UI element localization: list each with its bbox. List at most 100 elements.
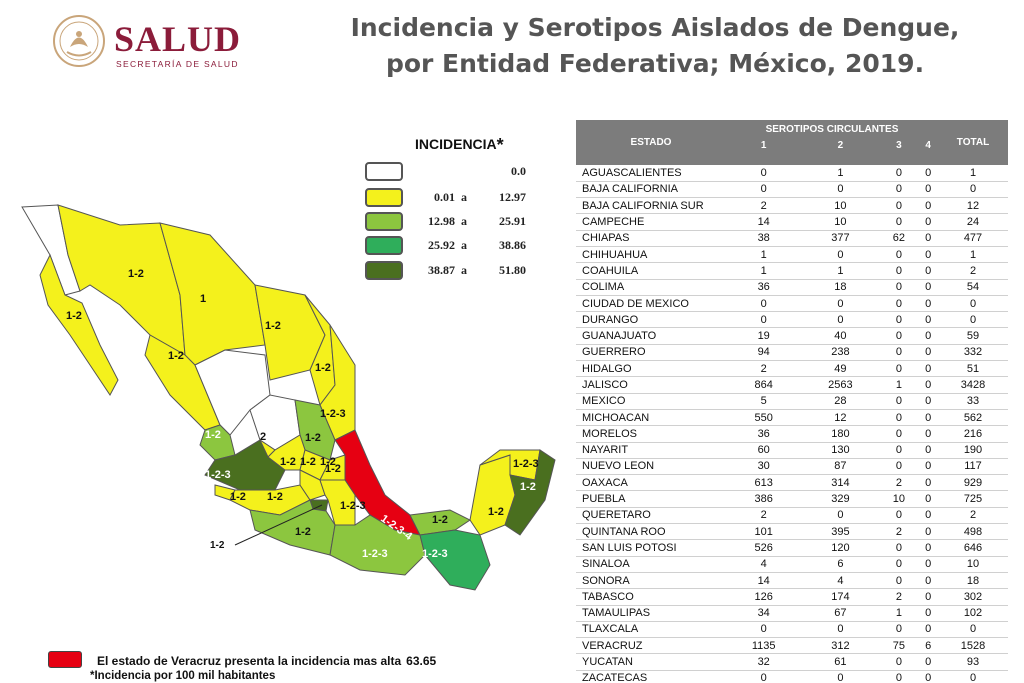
value-cell: 5 xyxy=(726,393,802,410)
value-cell: 1 xyxy=(879,376,919,394)
value-cell: 75 xyxy=(879,637,919,655)
value-cell: 0 xyxy=(726,311,802,329)
mexico-incidence-map: 1-211-21-21-21-21-2-31-2 2 1-21-2-31-2 1-21… xyxy=(21,204,556,591)
value-cell: 1 xyxy=(938,165,1008,182)
value-cell: 10 xyxy=(801,197,880,215)
state-tabasco xyxy=(409,509,471,536)
map-serotype-label: 1-2-3 xyxy=(422,548,448,560)
page-title: Incidencia y Serotipos Aislados de Dengu… xyxy=(290,10,1020,82)
legend-title: INCIDENCIA* xyxy=(415,135,504,155)
map-serotype-label: 1-2 xyxy=(205,429,221,441)
value-cell: 0 xyxy=(938,311,1008,329)
value-cell: 0 xyxy=(918,295,938,313)
map-serotype-label: 1-2 xyxy=(520,481,536,493)
map-serotype-label: 1-2 xyxy=(325,463,341,475)
map-serotype-label: 1 xyxy=(200,293,206,305)
value-cell: 929 xyxy=(938,474,1008,492)
value-cell: 0 xyxy=(918,344,938,362)
value-cell: 14 xyxy=(726,572,802,590)
value-cell: 93 xyxy=(938,653,1008,671)
value-cell: 33 xyxy=(938,393,1008,410)
table-row: HIDALGO 2 49 0 0 51 xyxy=(576,360,1008,378)
map-serotype-label: 1-2 xyxy=(320,456,336,468)
value-cell: 54 xyxy=(938,279,1008,296)
value-cell: 0 xyxy=(726,621,802,639)
table-row: JALISCO 864 2563 1 0 3428 xyxy=(576,376,1008,394)
state-name-cell: TABASCO xyxy=(576,588,726,606)
value-cell: 0 xyxy=(918,360,938,378)
value-cell: 3428 xyxy=(938,376,1008,394)
value-cell: 0 xyxy=(918,539,938,557)
table-row: SAN LUIS POTOSI 526 120 0 0 646 xyxy=(576,539,1008,557)
table-row: DURANGO 0 0 0 0 0 xyxy=(576,311,1008,329)
state-name-cell: OAXACA xyxy=(576,474,726,492)
value-cell: 12 xyxy=(938,197,1008,215)
state-name-cell: TLAXCALA xyxy=(576,621,726,639)
value-cell: 0 xyxy=(918,572,938,590)
value-cell: 386 xyxy=(726,490,802,508)
map-serotype-label: 1-2 xyxy=(488,506,504,518)
value-cell: 61 xyxy=(801,653,880,671)
value-cell: 0 xyxy=(918,605,938,622)
col-header-serotipo: 2 xyxy=(801,138,880,152)
value-cell: 329 xyxy=(801,490,880,508)
legend-from: 0.01 xyxy=(434,190,455,204)
table-row: SONORA 14 4 0 0 18 xyxy=(576,572,1008,590)
value-cell: 613 xyxy=(726,474,802,492)
value-cell: 2 xyxy=(726,360,802,378)
value-cell: 0 xyxy=(879,556,919,573)
map-serotype-label: 1-2-3 xyxy=(205,469,231,481)
state-name-cell: AGUASCALIENTES xyxy=(576,165,726,182)
state-name-cell: MICHOACAN xyxy=(576,409,726,427)
value-cell: 0 xyxy=(918,393,938,410)
table-row: MICHOACAN 550 12 0 0 562 xyxy=(576,409,1008,427)
value-cell: 1528 xyxy=(938,637,1008,655)
value-cell: 0 xyxy=(879,295,919,313)
value-cell: 2 xyxy=(726,507,802,525)
value-cell: 67 xyxy=(801,605,880,622)
value-cell: 0 xyxy=(918,311,938,329)
table-row: BAJA CALIFORNIA SUR 2 10 0 0 12 xyxy=(576,197,1008,215)
map-serotype-label: 1-2-3 xyxy=(513,458,539,470)
value-cell: 0 xyxy=(879,246,919,264)
value-cell: 94 xyxy=(726,344,802,362)
state-name-cell: SONORA xyxy=(576,572,726,590)
state-chiapas xyxy=(419,529,491,591)
state-name-cell: CIUDAD DE MEXICO xyxy=(576,295,726,313)
value-cell: 0 xyxy=(918,213,938,231)
value-cell: 0 xyxy=(726,165,802,182)
col-header-total: TOTAL xyxy=(938,120,1008,165)
value-cell: 12 xyxy=(801,409,880,427)
value-cell: 2563 xyxy=(801,376,880,394)
value-cell: 0 xyxy=(938,621,1008,639)
value-cell: 0 xyxy=(938,295,1008,313)
map-serotype-label: 1-2-3 xyxy=(340,500,366,512)
value-cell: 0 xyxy=(918,458,938,476)
map-serotype-label: 1-2-3 xyxy=(320,408,346,420)
value-cell: 0 xyxy=(879,262,919,280)
value-cell: 49 xyxy=(801,360,880,378)
value-cell: 0 xyxy=(918,197,938,215)
map-serotype-label: 1-2 xyxy=(128,268,144,280)
value-cell: 0 xyxy=(879,621,919,639)
table-row: SINALOA 4 6 0 0 10 xyxy=(576,556,1008,573)
legend-to: 38.86 xyxy=(499,238,526,252)
value-cell: 24 xyxy=(938,213,1008,231)
value-cell: 0 xyxy=(918,230,938,247)
legend-range-2: 12.98 a 25.91 xyxy=(365,212,530,232)
value-cell: 0 xyxy=(879,507,919,525)
value-cell: 0 xyxy=(918,670,938,683)
col-header-serotipo: 1 xyxy=(726,138,802,152)
value-cell: 2 xyxy=(879,474,919,492)
value-cell: 0 xyxy=(918,523,938,541)
table-row: BAJA CALIFORNIA 0 0 0 0 0 xyxy=(576,181,1008,199)
value-cell: 0 xyxy=(879,572,919,590)
value-cell: 0 xyxy=(726,295,802,313)
state-name-cell: GUANAJUATO xyxy=(576,327,726,345)
state-name-cell: CHIAPAS xyxy=(576,230,726,247)
value-cell: 0 xyxy=(918,165,938,182)
value-cell: 725 xyxy=(938,490,1008,508)
state-name-cell: COLIMA xyxy=(576,279,726,296)
legend-swatch xyxy=(365,162,403,181)
